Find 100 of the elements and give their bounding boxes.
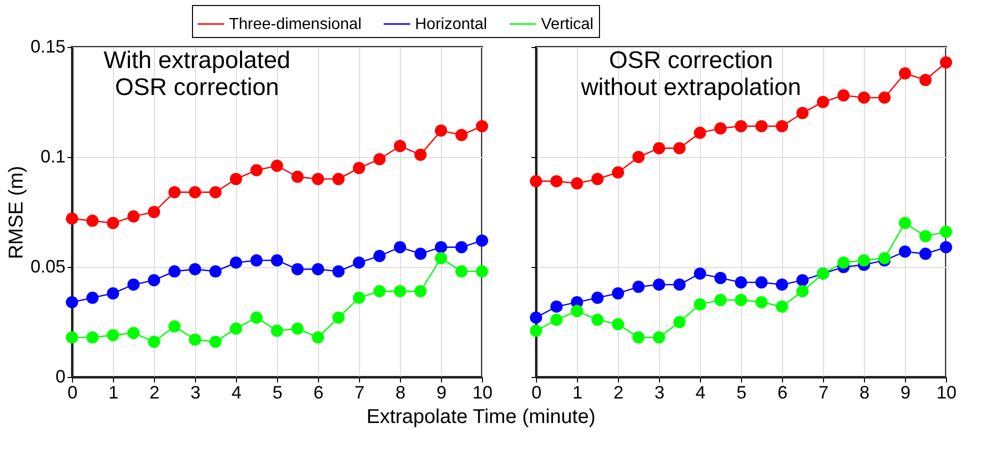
point [632,150,645,164]
point [230,172,242,186]
point [148,336,160,348]
point [209,336,222,348]
point [373,153,386,166]
point [148,274,160,286]
text: OSR correction without extrapolation [580,47,802,101]
point [591,314,604,326]
x-tick-label: 1 [108,382,119,402]
point [714,294,727,306]
point [414,148,427,161]
point [66,296,78,308]
point [755,296,768,308]
point [394,140,406,152]
point [476,120,488,132]
point [734,276,748,289]
point [714,272,727,284]
point [530,311,542,324]
point [940,56,952,69]
point [312,263,324,276]
x-axis-title: Extrapolate Time (minute) [366,406,596,428]
point [106,329,120,342]
point [66,331,78,344]
legend-label: Horizontal [415,16,488,33]
point [312,331,324,344]
point [550,314,563,326]
point [209,186,222,198]
point [209,265,222,278]
point [755,120,768,132]
y-axis-title: RMSE (m) [5,166,28,260]
x-tick-label: 1 [572,382,583,402]
point [816,96,830,108]
point [612,318,624,330]
point [714,122,727,135]
point [373,285,386,298]
point [352,256,366,269]
point [188,263,202,276]
point [394,285,406,298]
point [734,294,748,306]
point [250,164,263,176]
point [127,210,140,223]
point [632,280,645,293]
point [652,142,666,154]
legend-label: Three-dimensional [229,16,362,33]
point [332,311,345,324]
point [550,175,563,188]
x-tick-label: 6 [777,382,788,402]
x-tick-label: 7 [354,382,365,402]
y-tick-label: 0.1 [40,146,66,166]
point [940,226,952,238]
point [898,67,912,80]
point [776,120,788,132]
point [86,292,99,304]
point [270,254,284,267]
point [148,206,160,218]
point [86,331,99,344]
point [898,245,912,258]
point [414,248,427,260]
point [796,285,809,298]
x-tick-label: 10 [936,382,957,402]
point [270,324,284,337]
point [455,241,468,254]
x-tick-label: 0 [67,382,78,402]
point [332,172,345,186]
point [188,333,202,346]
point [612,166,624,179]
point [612,287,624,300]
point [530,324,542,337]
point [291,322,304,335]
point [776,278,788,291]
x-tick-label: 8 [859,382,870,402]
point [332,265,345,278]
point [168,320,181,333]
point [694,126,706,139]
point [858,91,870,104]
point [230,256,242,269]
point [591,172,604,186]
point [591,292,604,304]
point [837,89,850,102]
point [919,74,932,86]
point [66,212,78,225]
point [270,160,284,172]
point [632,331,645,344]
point [434,252,448,264]
point [434,241,448,254]
point [127,278,140,291]
point [127,326,140,340]
point [352,162,366,174]
x-tick-label: 3 [190,382,201,402]
x-tick-label: 4 [231,382,242,402]
y-tick-label: 0.15 [30,36,66,56]
point [837,256,850,269]
point [796,274,809,286]
point [652,278,666,291]
point [673,316,686,328]
point [898,216,912,230]
point [168,186,181,198]
point [291,170,304,183]
point [394,241,406,254]
point [673,142,686,154]
